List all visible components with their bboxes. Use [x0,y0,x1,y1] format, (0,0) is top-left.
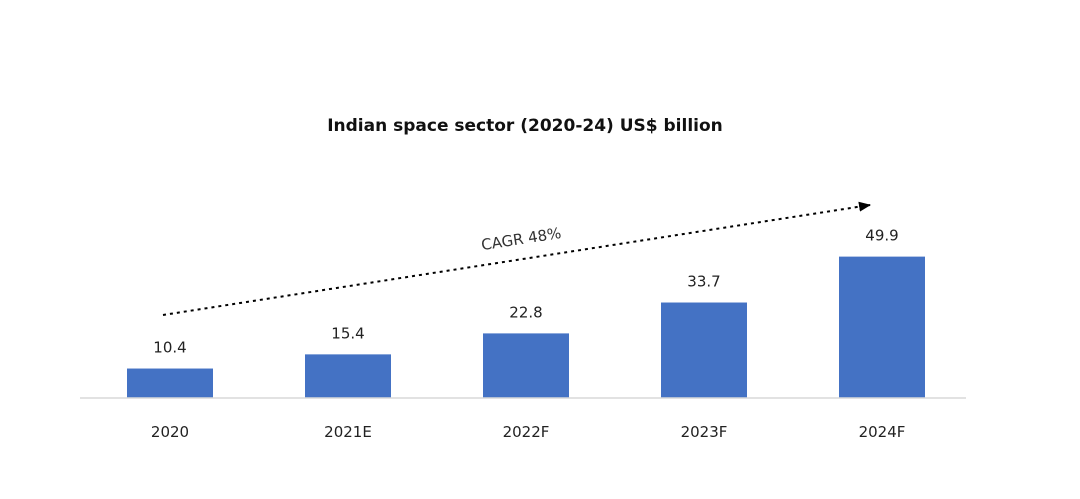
x-tick-label-2023f: 2023F [681,423,728,441]
data-label-2024f: 49.9 [865,227,898,245]
bar-2024f [839,256,925,398]
cagr-annotation: CAGR 48% [480,224,562,254]
bar-2023f [661,302,747,398]
value-labels-layer: 10.4 15.4 22.8 33.7 49.9 [153,227,898,357]
bar-2021e [305,354,391,398]
x-tick-label-2024f: 2024F [859,423,906,441]
cagr-trend-arrow [162,201,871,316]
data-label-2021e: 15.4 [331,324,364,342]
bar-2020 [127,368,213,398]
chart-title: Indian space sector (2020-24) US$ billio… [327,116,723,136]
x-tick-labels-layer: 2020 2021E 2022F 2023F 2024F [151,423,906,441]
x-tick-label-2020: 2020 [151,423,189,441]
bars-layer [127,256,925,398]
x-tick-label-2021e: 2021E [324,423,372,441]
data-label-2022f: 22.8 [509,303,542,321]
x-tick-label-2022f: 2022F [503,423,550,441]
data-label-2023f: 33.7 [687,273,720,291]
data-label-2020: 10.4 [153,339,186,357]
bar-2022f [483,333,569,398]
